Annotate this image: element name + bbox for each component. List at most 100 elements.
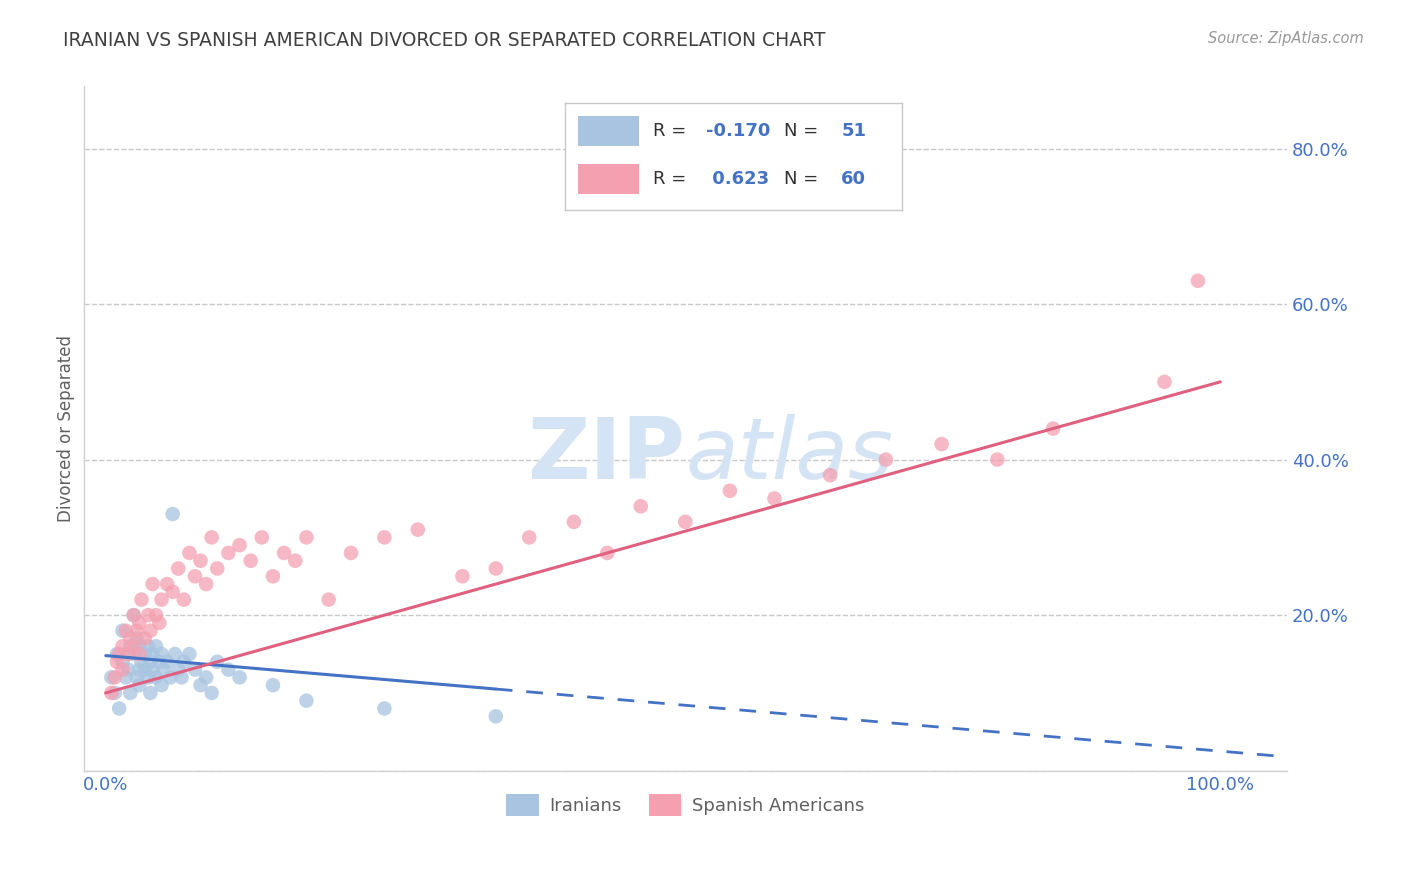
Point bbox=[173, 655, 195, 669]
Point bbox=[170, 670, 193, 684]
Point bbox=[142, 663, 165, 677]
Point bbox=[136, 640, 159, 654]
Point bbox=[318, 592, 340, 607]
Point bbox=[122, 608, 145, 623]
Point bbox=[159, 670, 181, 684]
Point bbox=[162, 507, 184, 521]
Point bbox=[673, 515, 696, 529]
Point bbox=[167, 663, 190, 677]
Point bbox=[179, 546, 201, 560]
Point bbox=[931, 437, 953, 451]
Point bbox=[250, 530, 273, 544]
Point bbox=[115, 670, 138, 684]
Point bbox=[195, 670, 218, 684]
Point bbox=[217, 663, 239, 677]
Point bbox=[718, 483, 741, 498]
Point bbox=[190, 678, 212, 692]
Point bbox=[184, 663, 207, 677]
Point bbox=[207, 655, 229, 669]
Point bbox=[117, 647, 139, 661]
Point bbox=[134, 647, 156, 661]
Point bbox=[156, 655, 179, 669]
Point bbox=[195, 577, 218, 591]
Point bbox=[120, 686, 142, 700]
Point bbox=[340, 546, 363, 560]
Point bbox=[131, 655, 153, 669]
Point bbox=[117, 663, 139, 677]
Point bbox=[148, 655, 170, 669]
Point bbox=[115, 624, 138, 638]
Point bbox=[630, 500, 652, 514]
Point bbox=[136, 670, 159, 684]
Point bbox=[986, 452, 1008, 467]
Point bbox=[228, 670, 250, 684]
Point bbox=[875, 452, 897, 467]
Point bbox=[150, 592, 173, 607]
Point bbox=[120, 640, 142, 654]
Point bbox=[125, 632, 148, 646]
Point bbox=[131, 592, 153, 607]
Point bbox=[228, 538, 250, 552]
Point bbox=[184, 569, 207, 583]
Point bbox=[1042, 421, 1064, 435]
Point bbox=[485, 709, 508, 723]
Legend: Iranians, Spanish Americans: Iranians, Spanish Americans bbox=[499, 787, 872, 823]
Point bbox=[162, 584, 184, 599]
Point bbox=[125, 670, 148, 684]
Point bbox=[100, 686, 122, 700]
Point bbox=[104, 686, 127, 700]
Point bbox=[122, 608, 145, 623]
Point bbox=[179, 647, 201, 661]
Text: atlas: atlas bbox=[685, 415, 893, 498]
Point bbox=[262, 569, 284, 583]
Point bbox=[128, 678, 150, 692]
Point bbox=[167, 561, 190, 575]
Point bbox=[152, 663, 174, 677]
Point bbox=[207, 561, 229, 575]
Point bbox=[145, 608, 167, 623]
Point bbox=[128, 663, 150, 677]
Point bbox=[163, 647, 186, 661]
Point bbox=[104, 670, 127, 684]
Point bbox=[201, 530, 224, 544]
Point bbox=[596, 546, 619, 560]
Point bbox=[145, 670, 167, 684]
Point bbox=[145, 640, 167, 654]
Point bbox=[134, 663, 156, 677]
Point bbox=[139, 686, 162, 700]
Point bbox=[134, 632, 156, 646]
Text: Source: ZipAtlas.com: Source: ZipAtlas.com bbox=[1208, 31, 1364, 46]
Point bbox=[562, 515, 585, 529]
Point bbox=[148, 615, 170, 630]
Point bbox=[818, 468, 841, 483]
Point bbox=[1187, 274, 1209, 288]
Point bbox=[105, 655, 128, 669]
Point bbox=[122, 640, 145, 654]
Point bbox=[139, 624, 162, 638]
Point bbox=[1153, 375, 1175, 389]
Point bbox=[295, 694, 318, 708]
Point bbox=[190, 554, 212, 568]
Point bbox=[273, 546, 295, 560]
Point bbox=[150, 647, 173, 661]
Point bbox=[125, 624, 148, 638]
Point bbox=[406, 523, 429, 537]
Point bbox=[451, 569, 474, 583]
Point bbox=[136, 608, 159, 623]
Point bbox=[128, 640, 150, 654]
Point bbox=[150, 678, 173, 692]
Point bbox=[108, 647, 131, 661]
Point bbox=[262, 678, 284, 692]
Point bbox=[139, 655, 162, 669]
Point bbox=[142, 577, 165, 591]
Point bbox=[128, 647, 150, 661]
Point bbox=[173, 592, 195, 607]
Text: ZIP: ZIP bbox=[527, 415, 685, 498]
Text: IRANIAN VS SPANISH AMERICAN DIVORCED OR SEPARATED CORRELATION CHART: IRANIAN VS SPANISH AMERICAN DIVORCED OR … bbox=[63, 31, 825, 50]
Point bbox=[201, 686, 224, 700]
Point bbox=[763, 491, 786, 506]
Point bbox=[517, 530, 540, 544]
Point bbox=[373, 530, 395, 544]
Point bbox=[217, 546, 239, 560]
Point bbox=[295, 530, 318, 544]
